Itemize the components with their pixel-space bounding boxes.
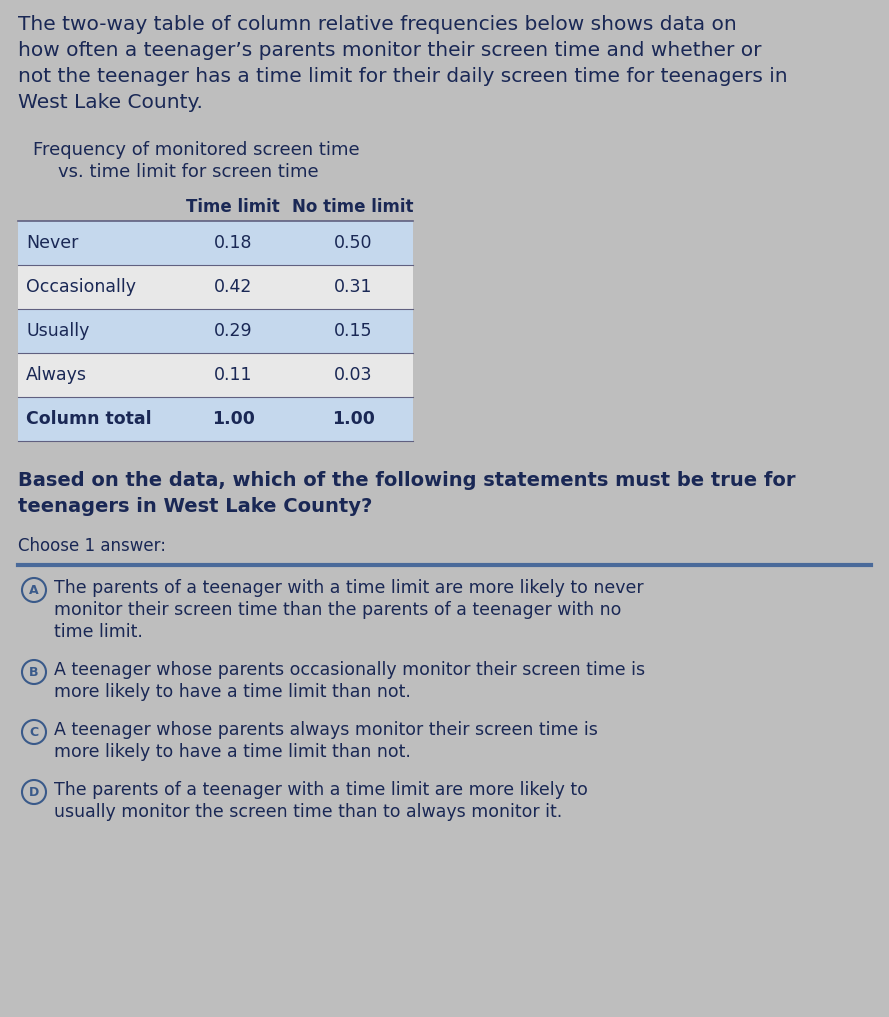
Bar <box>18 221 413 265</box>
Text: Based on the data, which of the following statements must be true for: Based on the data, which of the followin… <box>18 471 796 490</box>
Text: 0.03: 0.03 <box>333 366 372 384</box>
Text: No time limit: No time limit <box>292 198 413 216</box>
Text: 0.11: 0.11 <box>213 366 252 384</box>
Text: Frequency of monitored screen time: Frequency of monitored screen time <box>33 141 360 159</box>
Text: time limit.: time limit. <box>54 623 143 641</box>
Text: 0.31: 0.31 <box>333 278 372 296</box>
Text: Choose 1 answer:: Choose 1 answer: <box>18 537 166 555</box>
Text: how often a teenager’s parents monitor their screen time and whether or: how often a teenager’s parents monitor t… <box>18 41 762 60</box>
Text: not the teenager has a time limit for their daily screen time for teenagers in: not the teenager has a time limit for th… <box>18 67 788 86</box>
Bar <box>18 397 413 441</box>
Text: 1.00: 1.00 <box>212 410 254 428</box>
Text: The two-way table of column relative frequencies below shows data on: The two-way table of column relative fre… <box>18 15 737 34</box>
Text: Column total: Column total <box>26 410 152 428</box>
Text: more likely to have a time limit than not.: more likely to have a time limit than no… <box>54 743 411 761</box>
Text: West Lake County.: West Lake County. <box>18 93 203 112</box>
Text: A teenager whose parents always monitor their screen time is: A teenager whose parents always monitor … <box>54 721 598 739</box>
Bar <box>18 353 413 397</box>
Text: A: A <box>29 584 39 597</box>
Text: usually monitor the screen time than to always monitor it.: usually monitor the screen time than to … <box>54 803 562 821</box>
Text: teenagers in West Lake County?: teenagers in West Lake County? <box>18 497 372 516</box>
Text: 0.29: 0.29 <box>213 322 252 340</box>
Text: more likely to have a time limit than not.: more likely to have a time limit than no… <box>54 683 411 701</box>
Text: 0.18: 0.18 <box>213 234 252 252</box>
Text: B: B <box>29 665 39 678</box>
Text: Always: Always <box>26 366 87 384</box>
Bar <box>18 265 413 309</box>
Text: The parents of a teenager with a time limit are more likely to: The parents of a teenager with a time li… <box>54 781 588 799</box>
Text: A teenager whose parents occasionally monitor their screen time is: A teenager whose parents occasionally mo… <box>54 661 645 679</box>
Text: C: C <box>29 725 38 738</box>
Text: Occasionally: Occasionally <box>26 278 136 296</box>
Text: 0.42: 0.42 <box>214 278 252 296</box>
Text: Never: Never <box>26 234 78 252</box>
Text: Usually: Usually <box>26 322 90 340</box>
Text: monitor their screen time than the parents of a teenager with no: monitor their screen time than the paren… <box>54 601 621 619</box>
Text: The parents of a teenager with a time limit are more likely to never: The parents of a teenager with a time li… <box>54 579 644 597</box>
Text: Time limit: Time limit <box>186 198 280 216</box>
Text: 0.15: 0.15 <box>333 322 372 340</box>
Text: vs. time limit for screen time: vs. time limit for screen time <box>58 163 318 181</box>
Text: D: D <box>28 785 39 798</box>
Text: 1.00: 1.00 <box>332 410 374 428</box>
Bar <box>18 309 413 353</box>
Text: 0.50: 0.50 <box>333 234 372 252</box>
